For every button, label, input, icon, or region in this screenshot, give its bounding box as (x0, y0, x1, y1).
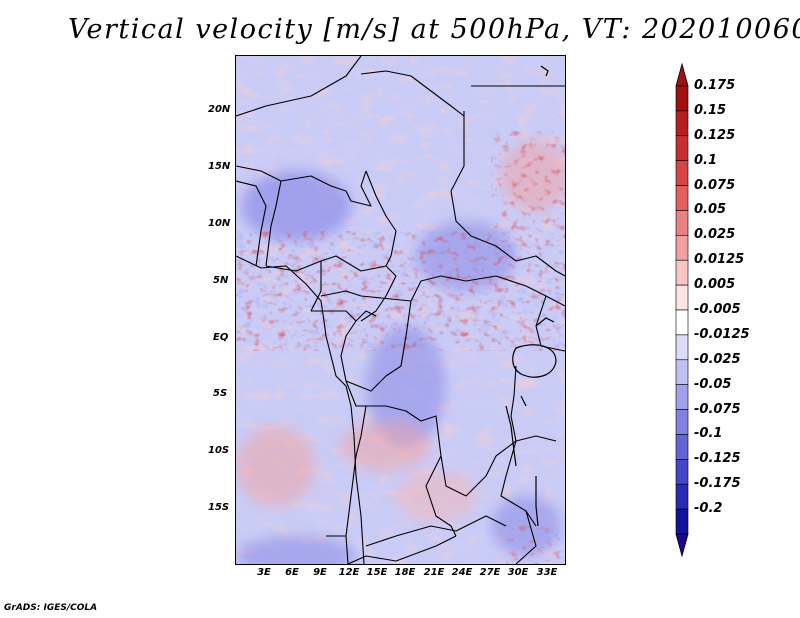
lat-label: 5S (213, 388, 228, 399)
coastline (236, 255, 365, 564)
colorbar-label: 0.005 (694, 277, 736, 293)
colorbar: 0.175 0.15 0.125 0.1 0.075 0.05 0.025 0.0125 0.0… (670, 60, 770, 560)
colorbar-label: -0.175 (694, 476, 741, 492)
convective-band (236, 231, 565, 351)
colorbar-label: 0.0125 (694, 252, 745, 268)
colorbar-label: 0.05 (694, 202, 727, 218)
lon-label: 21E (423, 567, 445, 578)
colorbar-swatch (675, 235, 689, 261)
colorbar-label: 0.025 (694, 227, 736, 243)
colorbar-swatch (675, 210, 689, 236)
vertical-velocity-map (235, 55, 566, 565)
colorbar-label: -0.0125 (694, 326, 750, 342)
colorbar-swatch (675, 110, 689, 137)
lon-label: 9E (313, 567, 327, 578)
colorbar-label: 0.175 (694, 78, 736, 93)
map-field (236, 56, 565, 564)
colorbar-label: 0.075 (694, 177, 736, 193)
colorbar-label: 0.15 (694, 102, 727, 118)
lat-label: 15S (208, 502, 230, 513)
lat-label: 10S (208, 445, 230, 456)
colorbar-label: -0.2 (694, 501, 723, 517)
colorbar-swatch (675, 85, 689, 112)
lon-label: 12E (338, 567, 360, 578)
lon-label: 18E (394, 567, 416, 578)
colorbar-swatch (675, 359, 689, 385)
colorbar-swatch (675, 483, 689, 510)
colorbar-top-arrow (675, 62, 689, 87)
lon-label: 33E (536, 567, 558, 578)
lat-label: 15N (208, 161, 231, 172)
lat-label: EQ (213, 332, 229, 343)
colorbar-label: 0.125 (694, 127, 736, 143)
colorbar-label: -0.025 (694, 351, 741, 367)
colorbar-swatch (675, 185, 689, 211)
colorbar-swatch (675, 160, 689, 186)
colorbar-swatches (675, 62, 689, 558)
colorbar-label: -0.1 (694, 426, 723, 442)
colorbar-label: -0.075 (694, 401, 741, 417)
lon-label: 27E (479, 567, 501, 578)
colorbar-swatch (675, 508, 689, 535)
lon-label: 3E (257, 567, 271, 578)
colorbar-label: -0.125 (694, 451, 741, 467)
colorbar-swatch (675, 334, 689, 361)
lon-label: 24E (451, 567, 473, 578)
lon-label: 15E (366, 567, 388, 578)
country-borders (236, 56, 565, 564)
colorbar-swatch (675, 259, 689, 286)
colorbar-swatch (675, 284, 689, 311)
lat-label: 5N (213, 275, 229, 286)
colorbar-swatch (675, 434, 689, 460)
lon-label: 30E (507, 567, 529, 578)
colorbar-swatch (675, 309, 689, 336)
lat-label: 10N (208, 218, 231, 229)
colorbar-swatch (675, 384, 689, 410)
map-title: Vertical velocity [m/s] at 500hPa, VT: 2… (68, 14, 800, 45)
colorbar-label: -0.005 (694, 302, 741, 317)
colorbar-label: -0.05 (694, 376, 732, 392)
colorbar-label: 0.1 (694, 152, 718, 168)
lon-label: 6E (285, 567, 299, 578)
footer-credit: GrADS: IGES/COLA (4, 603, 98, 613)
colorbar-swatch (675, 135, 689, 161)
colorbar-swatch (675, 409, 689, 435)
lat-label: 20N (208, 104, 231, 115)
colorbar-swatch (675, 459, 689, 485)
lakes (505, 65, 557, 527)
colorbar-bottom-arrow (675, 533, 689, 558)
